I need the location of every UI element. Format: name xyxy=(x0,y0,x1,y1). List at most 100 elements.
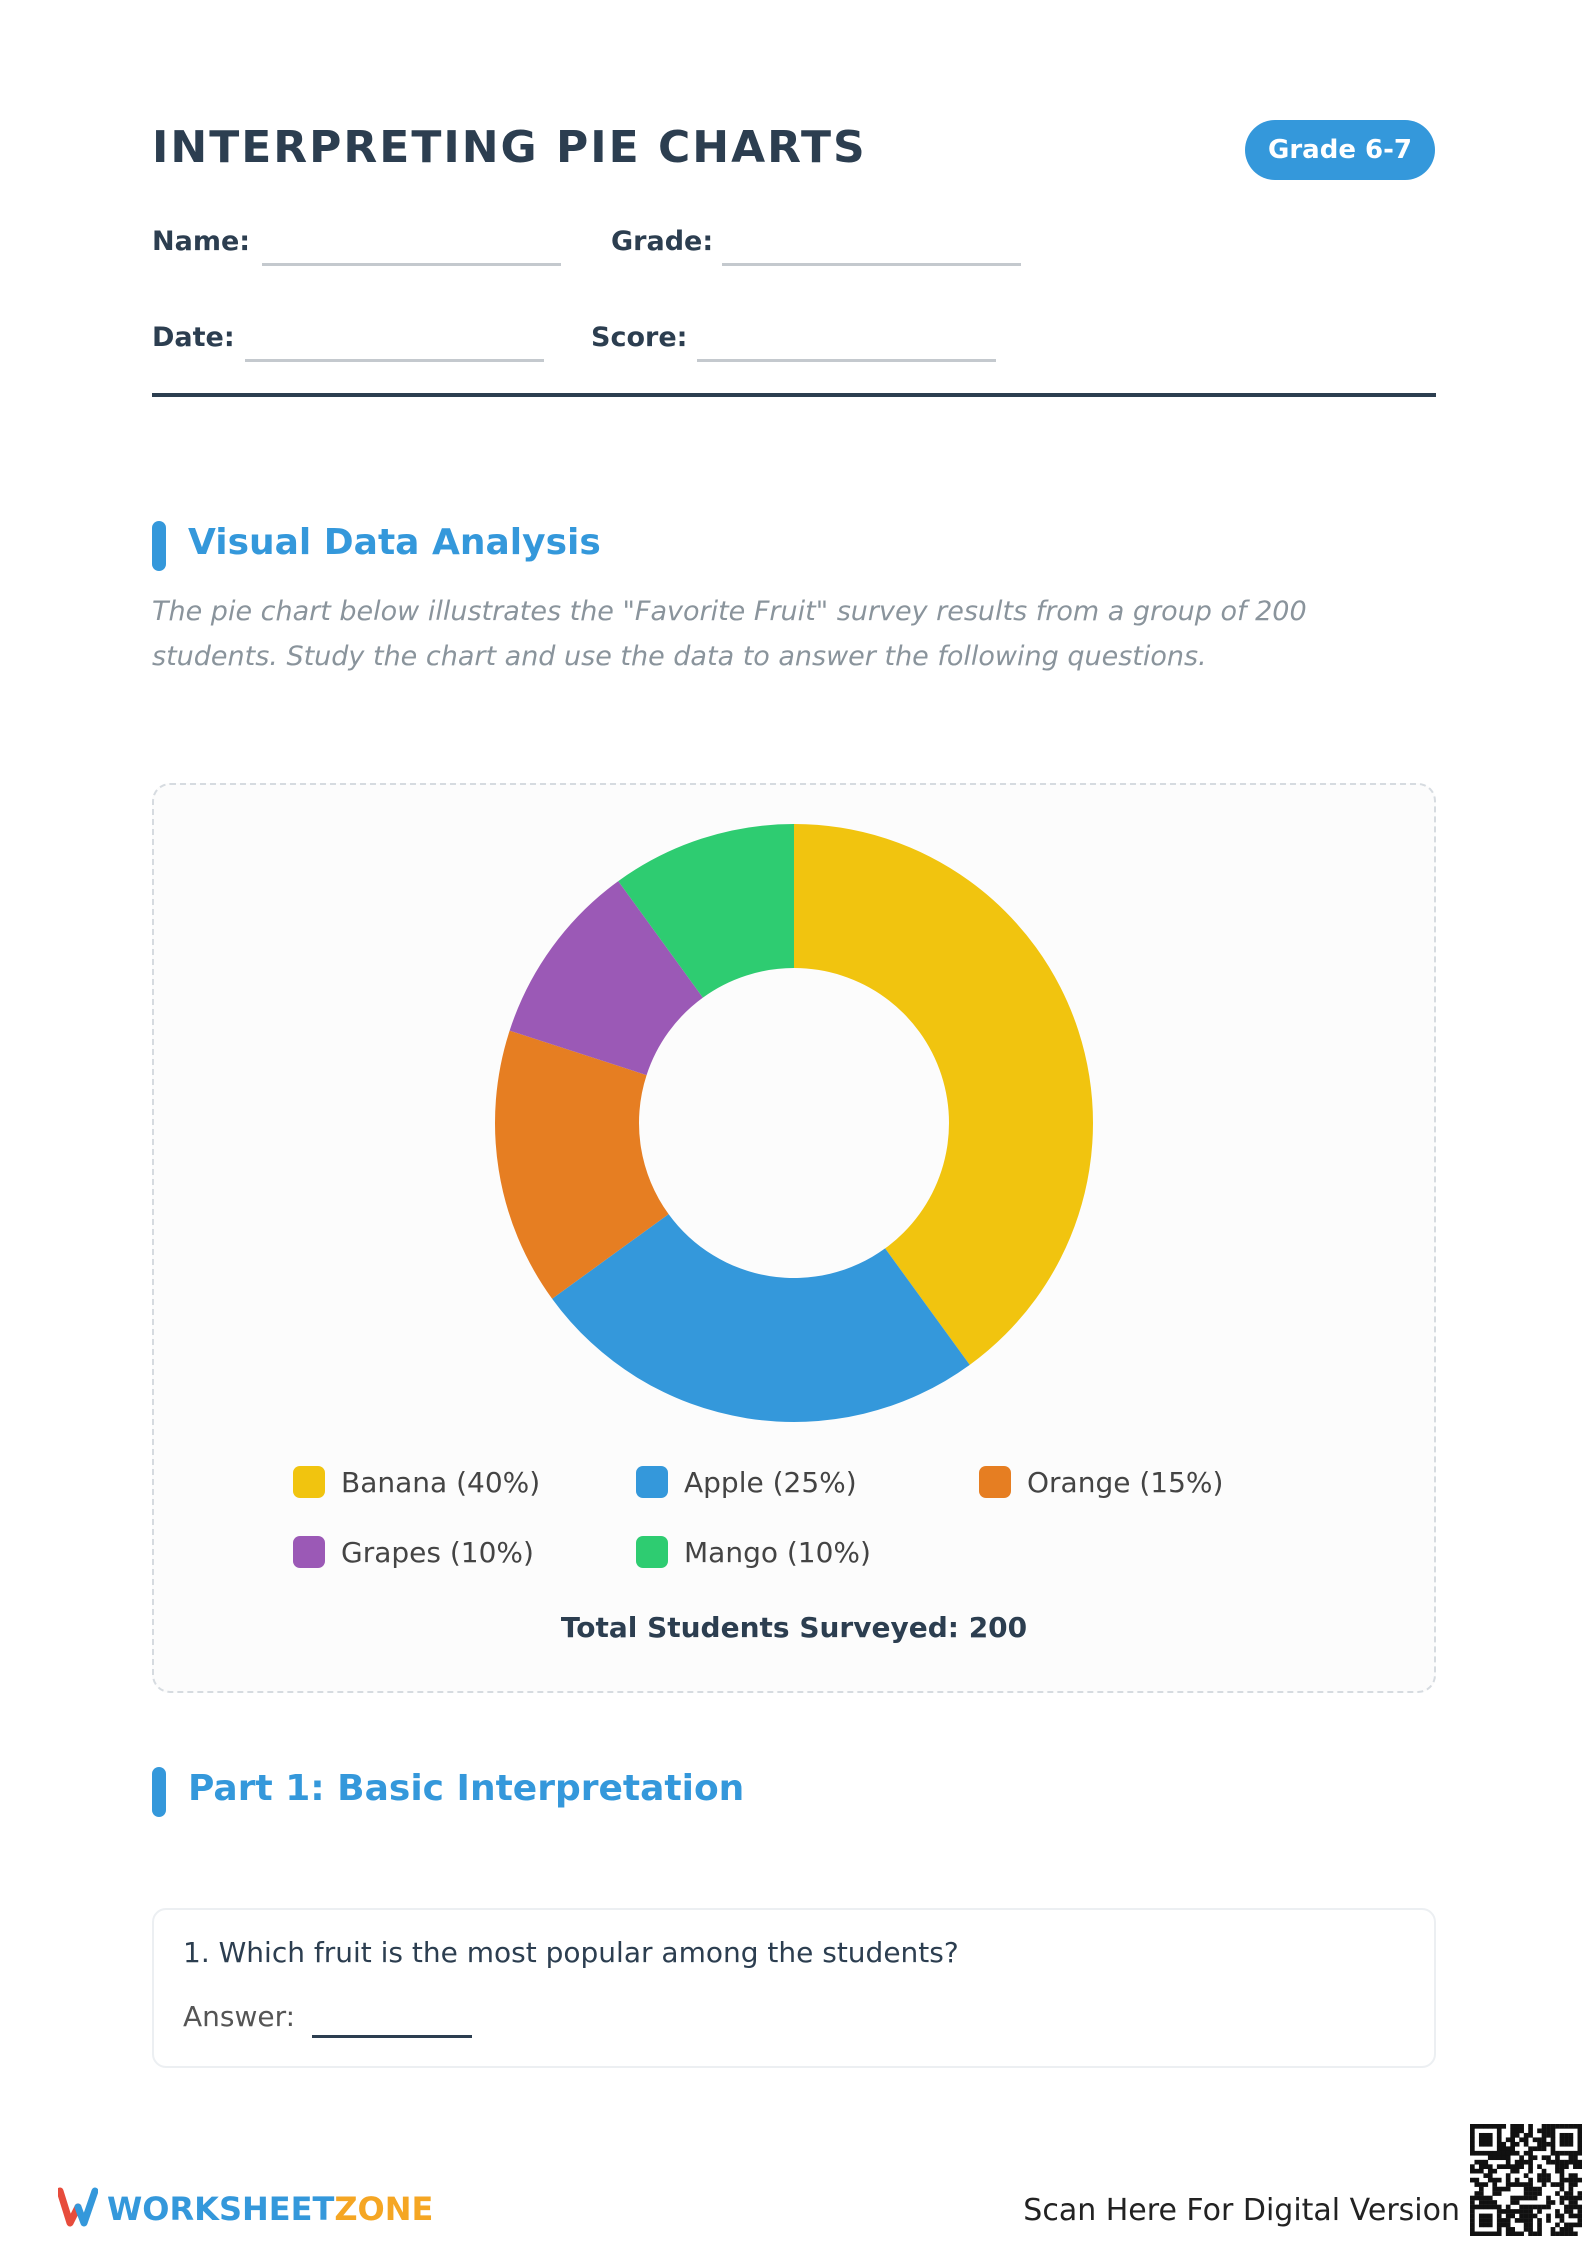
qr-cell xyxy=(1523,2195,1529,2201)
qr-cell xyxy=(1483,2150,1489,2156)
field-line[interactable] xyxy=(262,263,561,266)
qr-cell xyxy=(1474,2168,1480,2174)
qr-cell xyxy=(1555,2164,1560,2169)
qr-cell xyxy=(1573,2177,1578,2183)
qr-cell xyxy=(1541,2124,1547,2129)
qr-cell xyxy=(1523,2137,1529,2143)
qr-cell xyxy=(1478,2124,1484,2129)
qr-cell xyxy=(1564,2195,1569,2201)
qr-cell xyxy=(1577,2150,1582,2156)
qr-cell xyxy=(1501,2124,1507,2129)
qr-cell xyxy=(1496,2186,1502,2192)
qr-code[interactable] xyxy=(1470,2124,1582,2236)
section-bar xyxy=(152,1767,166,1817)
qr-cell xyxy=(1519,2124,1524,2129)
qr-cell xyxy=(1487,2222,1493,2228)
qr-cell xyxy=(1514,2200,1520,2205)
qr-cell xyxy=(1555,2213,1560,2219)
qr-cell xyxy=(1577,2209,1582,2214)
legend-label: Orange (15%) xyxy=(1027,1466,1223,1499)
qr-cell xyxy=(1528,2155,1533,2161)
qr-cell xyxy=(1546,2204,1551,2210)
qr-cell xyxy=(1537,2128,1542,2134)
qr-cell xyxy=(1568,2209,1574,2214)
qr-cell xyxy=(1519,2209,1524,2214)
field-label: Grade: xyxy=(611,226,714,257)
qr-cell xyxy=(1478,2195,1484,2201)
field-label: Name: xyxy=(152,226,251,257)
qr-cell xyxy=(1550,2182,1556,2187)
qr-cell xyxy=(1573,2164,1578,2169)
qr-cell xyxy=(1470,2231,1475,2236)
qr-cell xyxy=(1496,2150,1502,2156)
answer-line[interactable] xyxy=(312,2035,472,2038)
qr-cell xyxy=(1555,2209,1560,2214)
qr-cell xyxy=(1577,2159,1582,2165)
qr-cell xyxy=(1523,2191,1529,2196)
qr-cell xyxy=(1546,2195,1551,2201)
qr-cell xyxy=(1492,2155,1498,2161)
qr-cell xyxy=(1492,2186,1498,2192)
qr-cell xyxy=(1487,2124,1493,2129)
qr-cell xyxy=(1541,2204,1547,2210)
qr-cell xyxy=(1541,2173,1547,2178)
section-heading: Visual Data Analysis xyxy=(188,522,601,563)
qr-cell xyxy=(1528,2209,1533,2214)
donut-slice xyxy=(509,881,703,1076)
qr-cell xyxy=(1496,2231,1502,2236)
qr-cell xyxy=(1487,2141,1493,2147)
qr-cell xyxy=(1505,2137,1511,2143)
qr-cell xyxy=(1528,2231,1533,2236)
qr-cell xyxy=(1546,2124,1551,2129)
qr-cell xyxy=(1559,2159,1565,2165)
qr-cell xyxy=(1514,2150,1520,2156)
qr-cell xyxy=(1478,2191,1484,2196)
qr-cell xyxy=(1510,2182,1515,2187)
field-line[interactable] xyxy=(697,359,996,362)
qr-cell xyxy=(1528,2177,1533,2183)
qr-cell xyxy=(1528,2191,1533,2196)
qr-cell xyxy=(1505,2177,1511,2183)
qr-cell xyxy=(1546,2200,1551,2205)
qr-cell xyxy=(1483,2204,1489,2210)
legend-label: Banana (40%) xyxy=(341,1466,540,1499)
qr-cell xyxy=(1550,2146,1556,2152)
brand-part: ZONE xyxy=(334,2190,434,2228)
field-line[interactable] xyxy=(245,359,544,362)
qr-cell xyxy=(1546,2218,1551,2223)
qr-cell xyxy=(1487,2195,1493,2201)
qr-cell xyxy=(1492,2124,1498,2129)
qr-cell xyxy=(1541,2128,1547,2134)
qr-cell xyxy=(1532,2137,1538,2143)
qr-cell xyxy=(1573,2204,1578,2210)
qr-cell xyxy=(1568,2213,1574,2219)
qr-cell xyxy=(1478,2164,1484,2169)
qr-cell xyxy=(1496,2227,1502,2232)
qr-cell xyxy=(1510,2213,1515,2219)
qr-cell xyxy=(1510,2195,1515,2201)
qr-cell xyxy=(1519,2218,1524,2223)
qr-cell xyxy=(1555,2191,1560,2196)
qr-cell xyxy=(1487,2137,1493,2143)
qr-cell xyxy=(1505,2227,1511,2232)
qr-cell xyxy=(1470,2124,1475,2129)
qr-cell xyxy=(1577,2195,1582,2201)
qr-cell xyxy=(1537,2137,1542,2143)
donut-slice xyxy=(552,1214,970,1422)
qr-cell xyxy=(1478,2141,1484,2147)
qr-cell xyxy=(1505,2155,1511,2161)
qr-cell xyxy=(1510,2231,1515,2236)
qr-cell xyxy=(1573,2155,1578,2161)
qr-cell xyxy=(1470,2128,1475,2134)
qr-cell xyxy=(1523,2182,1529,2187)
qr-cell xyxy=(1559,2150,1565,2156)
qr-cell xyxy=(1519,2213,1524,2219)
qr-cell xyxy=(1505,2209,1511,2214)
qr-cell xyxy=(1568,2222,1574,2228)
qr-cell xyxy=(1573,2182,1578,2187)
qr-cell xyxy=(1496,2191,1502,2196)
qr-cell xyxy=(1541,2141,1547,2147)
field-line[interactable] xyxy=(722,263,1021,266)
qr-cell xyxy=(1483,2231,1489,2236)
qr-cell xyxy=(1470,2222,1475,2228)
